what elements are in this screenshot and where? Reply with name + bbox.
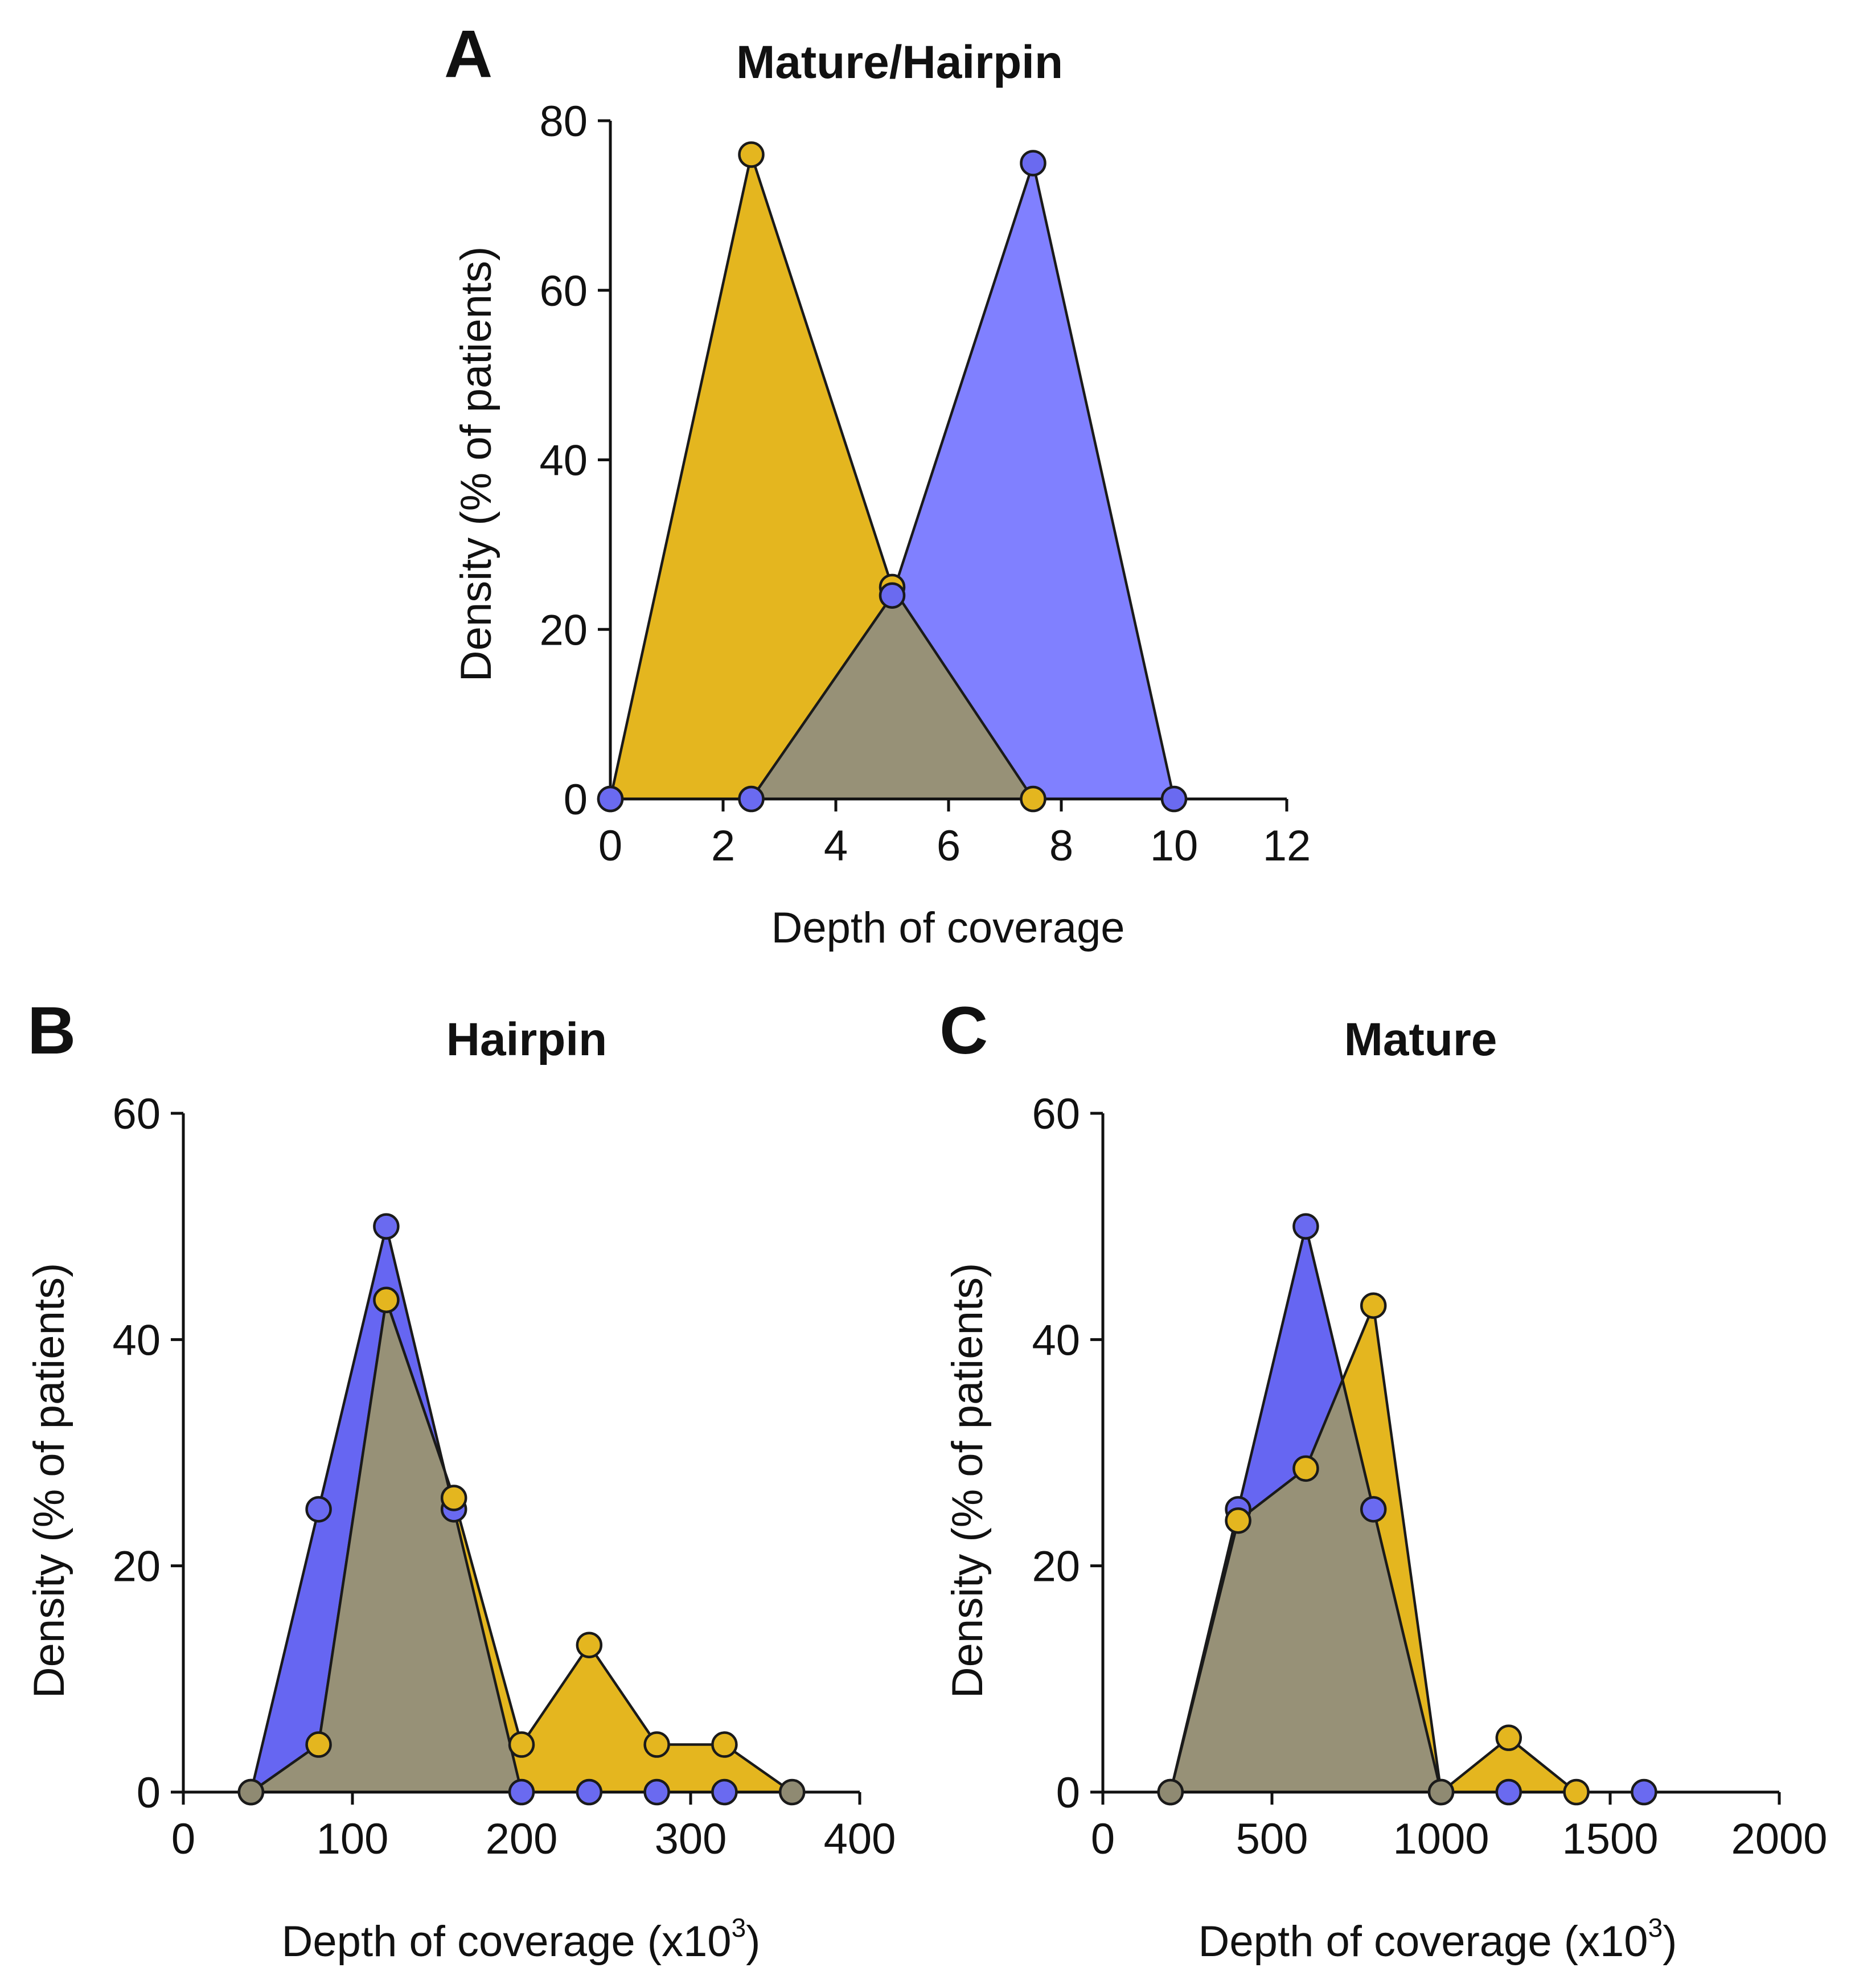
panel-c-x-tick-label: 500 [1236,1815,1308,1863]
panel-c-y-axis-label: Density (% of patients) [943,1263,992,1699]
panel-a: A Mature/Hairpin 0 2 4 6 8 10 12 0 20 40 60 80 Dept… [444,17,1311,952]
panel-a-markers [597,141,1188,813]
panel-c-y-tick-label: 60 [1032,1090,1080,1138]
panel-c-series-a-point [1157,1778,1184,1806]
panel-c-x-axis-label: Depth of coverage (x103) [1199,1913,1677,1966]
panel-b-series-a-point [440,1485,467,1511]
panel-c: C Mature 0 500 1000 1500 2000 0 20 40 60 Depth o… [939,993,1828,1966]
panel-a-x-tick-label: 8 [1049,822,1073,870]
panel-a-series-b-point [879,582,906,609]
panel-b-series-b-point [373,1213,400,1240]
panel-b-series-a-point [305,1731,332,1758]
panel-b-series-a-point [508,1731,535,1758]
panel-c-series-a-point [1495,1724,1522,1751]
panel-c-series-b-point [1495,1778,1522,1806]
panel-a-title: Mature/Hairpin [736,36,1063,88]
panel-c-y-tick-label: 40 [1032,1316,1080,1364]
panel-b-plot-area [249,1225,794,1794]
panel-b-y-tick-label: 60 [112,1090,161,1138]
panel-b-markers [237,1213,806,1806]
panel-a-plot-area [609,153,1176,801]
panel-b-x-axis-label-end: ) [746,1917,760,1966]
panel-a-x-tick-label: 6 [937,822,961,870]
panel-a-y-tick-label: 0 [564,776,588,824]
panel-b-letter: B [27,993,76,1068]
panel-b-series-a-point [373,1286,400,1314]
panel-a-x-tick-label: 12 [1263,822,1311,870]
panel-b-x-axis-label-sup: 3 [732,1913,746,1942]
panel-b-x-axis-label: Depth of coverage (x103) [282,1913,761,1966]
panel-a-axes: 0 2 4 6 8 10 12 0 20 40 60 80 [539,97,1311,870]
panel-b-series-b-point [643,1778,670,1806]
panel-c-x-tick-label: 1500 [1562,1815,1658,1863]
panel-a-series-b-point [738,785,765,813]
panel-a-series-b-point [1020,150,1046,177]
panel-b: B Hairpin 0 100 200 300 400 0 20 40 60 Depth of … [25,993,896,1966]
panel-a-y-tick-label: 60 [539,267,588,315]
panel-b-y-tick-label: 20 [112,1543,161,1591]
panel-b-series-b-point [508,1778,535,1806]
panel-c-x-tick-label: 2000 [1731,1815,1827,1863]
panel-b-title: Hairpin [446,1014,607,1065]
panel-a-y-tick-label: 40 [539,437,588,485]
panel-a-x-tick-label: 2 [711,822,735,870]
panel-a-x-tick-label: 0 [598,822,622,870]
panel-b-y-tick-label: 0 [137,1769,161,1817]
panel-c-x-axis-label-text: Depth of coverage (x10 [1199,1917,1648,1966]
panel-a-x-axis-label-text: Depth of coverage [771,904,1124,952]
panel-c-x-axis-label-end: ) [1663,1917,1677,1966]
panel-b-series-a-point [576,1632,603,1658]
panel-c-series-b-point [1292,1213,1319,1240]
panel-c-series-a-point [1360,1292,1387,1319]
panel-b-series-a-point [778,1778,806,1806]
panel-c-letter: C [939,993,988,1068]
panel-c-x-axis-label-sup: 3 [1648,1913,1663,1942]
panel-b-x-tick-label: 100 [317,1815,389,1863]
panel-c-series-a-point [1563,1778,1590,1806]
panel-c-series-a-point [1292,1455,1319,1482]
panel-a-x-tick-label: 4 [824,822,848,870]
panel-c-title: Mature [1344,1014,1497,1065]
panel-a-x-axis-label: Depth of coverage [771,904,1124,952]
panel-b-x-tick-label: 0 [171,1815,195,1863]
panel-b-series-b-point [305,1496,332,1523]
panel-c-series-a-point [1225,1507,1251,1534]
panel-b-x-tick-label: 400 [824,1815,896,1863]
panel-a-series-b-point [1160,785,1188,813]
panel-c-series-b-point [1631,1778,1657,1806]
panel-c-axes: 0 500 1000 1500 2000 0 20 40 60 [1032,1090,1827,1863]
panel-a-series-a-point [1020,785,1046,813]
panel-b-series-b-point [711,1778,738,1806]
panel-a-y-axis-label: Density (% of patients) [452,247,500,682]
panel-a-series-a-point [738,141,765,168]
panel-a-y-tick-label: 20 [539,606,588,654]
panel-b-x-tick-label: 200 [486,1815,558,1863]
panel-b-series-b-point [576,1778,603,1806]
panel-c-x-tick-label: 1000 [1393,1815,1489,1863]
panel-c-y-tick-label: 0 [1056,1769,1080,1817]
panel-c-series-a-point [1427,1778,1455,1806]
panel-b-x-axis-label-text: Depth of coverage (x10 [282,1917,732,1966]
panel-b-y-tick-label: 40 [112,1316,161,1364]
panel-b-series-a-point [237,1778,265,1806]
panel-a-x-tick-label: 10 [1150,822,1199,870]
panel-c-markers [1157,1213,1657,1806]
panel-a-letter: A [444,17,492,92]
panel-b-y-axis-label: Density (% of patients) [25,1263,73,1699]
panel-a-series-b-point [597,785,624,813]
panel-c-y-tick-label: 20 [1032,1543,1080,1591]
panel-b-x-tick-label: 300 [655,1815,727,1863]
panel-c-series-b-point [1360,1496,1387,1523]
panel-c-x-tick-label: 0 [1091,1815,1115,1863]
panel-b-series-a-point [643,1731,670,1758]
panel-b-series-a-point [711,1731,738,1758]
panel-a-y-tick-label: 80 [539,97,588,146]
